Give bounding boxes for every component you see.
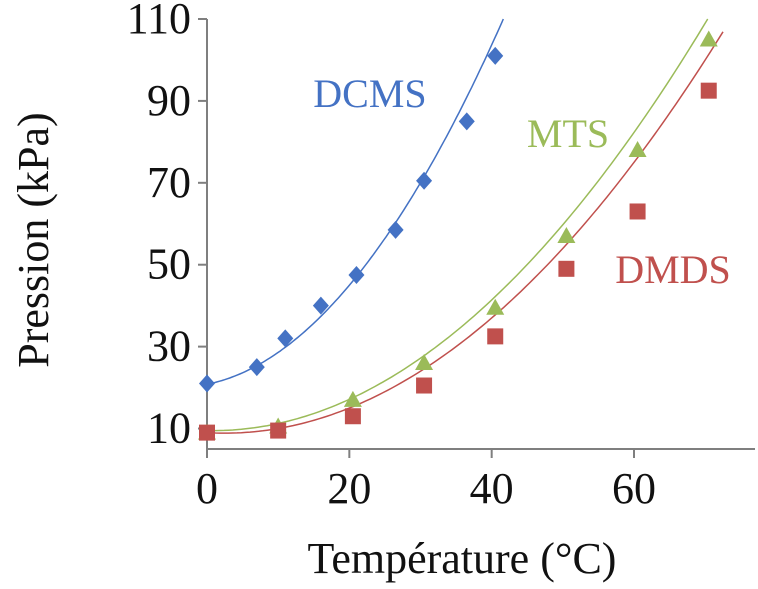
point-dcms [348, 265, 365, 284]
data-points [198, 30, 718, 441]
axes: 10 30 50 70 90 110 0 20 40 60 [127, 0, 755, 513]
series-label-dcms: DCMS [313, 71, 426, 116]
y-tick-label: 50 [147, 240, 191, 289]
point-dmds [487, 328, 504, 345]
point-dcms [387, 220, 404, 239]
series-labels: DCMS MTS DMDS [313, 71, 730, 292]
y-tick-label: 10 [147, 404, 191, 453]
x-tick-label: 40 [470, 464, 514, 513]
fit-curve-mts [207, 18, 709, 432]
point-dcms [312, 296, 329, 315]
point-dmds [270, 422, 287, 439]
point-dmds [629, 203, 646, 220]
point-mts [343, 390, 362, 407]
point-dcms [458, 112, 475, 131]
point-dmds [344, 408, 361, 425]
point-dmds [199, 424, 215, 441]
y-tick-label: 30 [147, 322, 191, 371]
series-label-dmds: DMDS [615, 247, 731, 292]
point-dcms [277, 329, 294, 348]
point-dmds [416, 377, 433, 394]
x-tick-label: 0 [196, 464, 218, 513]
point-dmds [700, 82, 717, 99]
x-axis-title: Température (°C) [308, 534, 617, 583]
point-dcms [487, 46, 504, 65]
point-dmds [558, 260, 575, 277]
point-mts [699, 30, 718, 47]
fit-curve-dmds [206, 31, 724, 434]
y-ticks: 10 30 50 70 90 110 [127, 0, 207, 453]
y-axis-title: Pression (kPa) [9, 112, 58, 367]
point-dcms [199, 374, 215, 393]
y-tick-label: 110 [127, 0, 191, 43]
fit-curves [206, 18, 724, 434]
point-dcms [416, 171, 433, 190]
point-mts [557, 227, 576, 244]
point-mts [415, 354, 434, 370]
y-tick-label: 90 [147, 76, 191, 125]
series-label-mts: MTS [527, 111, 609, 156]
point-mts [628, 141, 647, 158]
x-tick-label: 60 [612, 464, 656, 513]
point-mts [486, 298, 505, 315]
point-dcms [248, 358, 265, 377]
x-tick-label: 20 [327, 464, 371, 513]
x-ticks: 0 20 40 60 [196, 449, 656, 513]
y-tick-label: 70 [147, 158, 191, 207]
